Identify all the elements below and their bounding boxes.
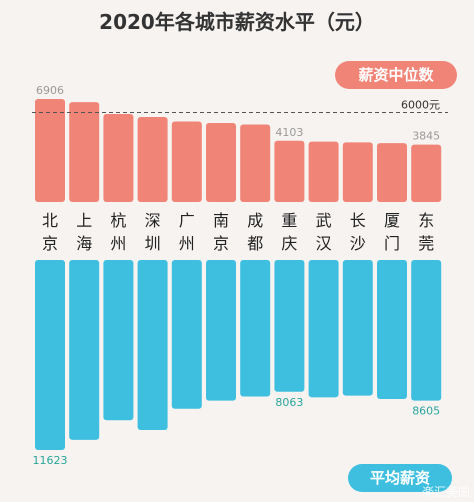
city-label-char: 京 [213, 234, 229, 253]
reference-line-label: 6000元 [401, 99, 440, 112]
city-label-char: 南 [213, 211, 229, 230]
average-bar [342, 260, 373, 396]
city-label-char: 杭 [110, 211, 126, 230]
city-label-char: 长 [350, 211, 366, 230]
median-bar [103, 114, 134, 202]
city-label-char: 北 [42, 211, 58, 230]
city-label-char: 京 [42, 234, 58, 253]
median-value-label: 3845 [412, 130, 440, 143]
legend-median-salary: 薪资中位数 [335, 61, 457, 89]
city-label-char: 深 [145, 211, 161, 230]
city-label-char: 圳 [145, 234, 161, 253]
city-label-char: 都 [247, 234, 263, 253]
median-value-label: 6906 [36, 84, 64, 97]
average-value-label: 8605 [412, 405, 440, 418]
median-bar [171, 121, 202, 202]
average-bar [137, 260, 168, 431]
city-label-char: 厦 [384, 211, 400, 230]
city-label-char: 州 [179, 234, 195, 253]
average-bar [171, 260, 202, 409]
median-bar [240, 124, 271, 202]
average-bar [308, 260, 339, 398]
average-value-label: 8063 [275, 396, 303, 409]
city-label-char: 州 [110, 234, 126, 253]
average-bar [377, 260, 407, 399]
median-bar [308, 141, 339, 202]
average-bar [103, 260, 134, 421]
median-bar [377, 143, 407, 202]
legend-average-salary: 平均薪资 [348, 464, 452, 492]
city-label-char: 海 [76, 234, 92, 253]
city-label-char: 庆 [281, 234, 297, 253]
average-bar [240, 260, 271, 397]
city-label-char: 广 [179, 211, 195, 230]
city-label-char: 莞 [418, 234, 434, 253]
city-label-char: 武 [316, 211, 332, 230]
average-bar [206, 260, 236, 401]
city-label-char: 沙 [350, 234, 366, 253]
average-value-label: 11623 [33, 454, 68, 467]
average-bar [35, 260, 65, 450]
chart-title: 2020年各城市薪资水平（元） [99, 10, 375, 34]
average-bar [69, 260, 100, 440]
median-bar [274, 140, 305, 202]
median-bar [35, 99, 65, 202]
median-bar [69, 102, 100, 202]
median-bar [411, 144, 442, 202]
median-bar [206, 122, 236, 202]
city-label-char: 成 [247, 211, 263, 230]
median-bar [137, 116, 168, 202]
median-value-label: 4103 [275, 126, 303, 139]
city-label-char: 重 [281, 211, 297, 230]
city-label-char: 汉 [316, 234, 332, 253]
average-bar [411, 260, 442, 401]
city-label-char: 上 [76, 211, 92, 230]
median-bar [342, 142, 373, 202]
watermark: 楽汇美国 [421, 485, 470, 499]
city-label-char: 东 [418, 211, 434, 230]
average-bar [274, 260, 305, 392]
city-label-char: 门 [384, 234, 400, 253]
